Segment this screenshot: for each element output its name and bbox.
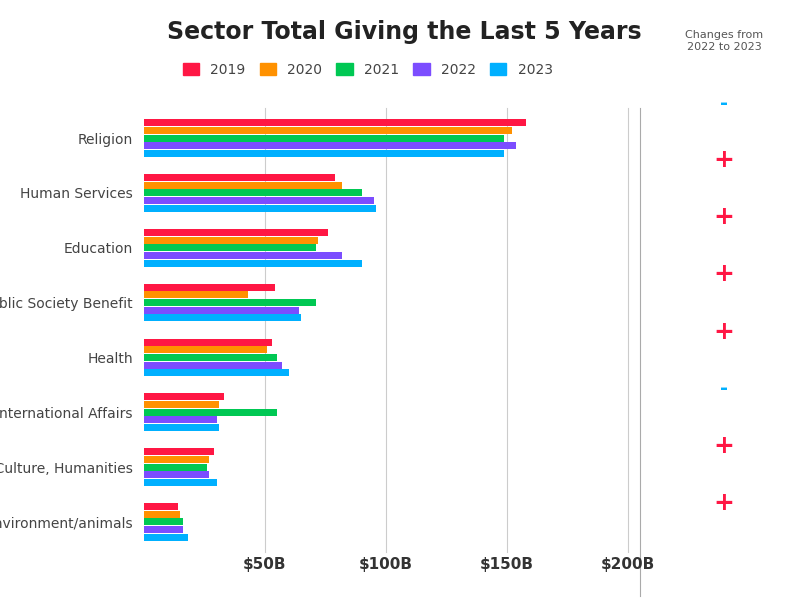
Text: Changes from
2022 to 2023: Changes from 2022 to 2023 — [685, 30, 763, 52]
Bar — [144, 409, 277, 416]
Bar — [144, 362, 282, 368]
Bar — [144, 526, 182, 533]
Bar — [144, 354, 277, 361]
Text: +: + — [714, 320, 734, 344]
Bar — [144, 229, 328, 236]
Text: -: - — [720, 379, 728, 398]
Bar — [144, 197, 374, 204]
Text: +: + — [714, 491, 734, 515]
Text: +: + — [714, 205, 734, 229]
Bar — [144, 471, 210, 478]
Bar — [144, 416, 217, 424]
Bar — [144, 244, 316, 251]
Bar — [144, 394, 224, 400]
Bar — [144, 174, 335, 181]
Bar — [144, 424, 219, 431]
Bar — [144, 448, 214, 455]
Text: -: - — [720, 94, 728, 113]
Bar — [144, 252, 342, 259]
Bar — [144, 464, 207, 470]
Bar — [144, 299, 316, 306]
Bar — [144, 369, 289, 376]
Text: +: + — [714, 148, 734, 172]
Bar — [144, 503, 178, 510]
Bar — [144, 401, 219, 408]
Bar — [144, 479, 217, 486]
Bar — [144, 518, 182, 526]
Legend: 2019, 2020, 2021, 2022, 2023: 2019, 2020, 2021, 2022, 2023 — [177, 57, 558, 82]
Bar — [144, 127, 512, 134]
Bar — [144, 456, 210, 463]
Bar — [144, 150, 504, 157]
Bar — [144, 511, 180, 518]
Bar — [144, 119, 526, 127]
Bar — [144, 142, 517, 149]
Bar — [144, 307, 298, 314]
Text: +: + — [714, 434, 734, 458]
Bar — [144, 284, 274, 291]
Bar — [144, 205, 376, 212]
Bar — [144, 346, 267, 353]
Bar — [144, 292, 248, 298]
Bar — [144, 236, 318, 244]
Bar — [144, 134, 504, 142]
Bar — [144, 338, 272, 346]
Bar — [144, 182, 342, 189]
Bar — [144, 260, 362, 266]
Bar — [144, 314, 302, 322]
Text: +: + — [714, 262, 734, 286]
Title: Sector Total Giving the Last 5 Years: Sector Total Giving the Last 5 Years — [166, 20, 642, 44]
Bar — [144, 533, 187, 541]
Bar — [144, 190, 362, 196]
